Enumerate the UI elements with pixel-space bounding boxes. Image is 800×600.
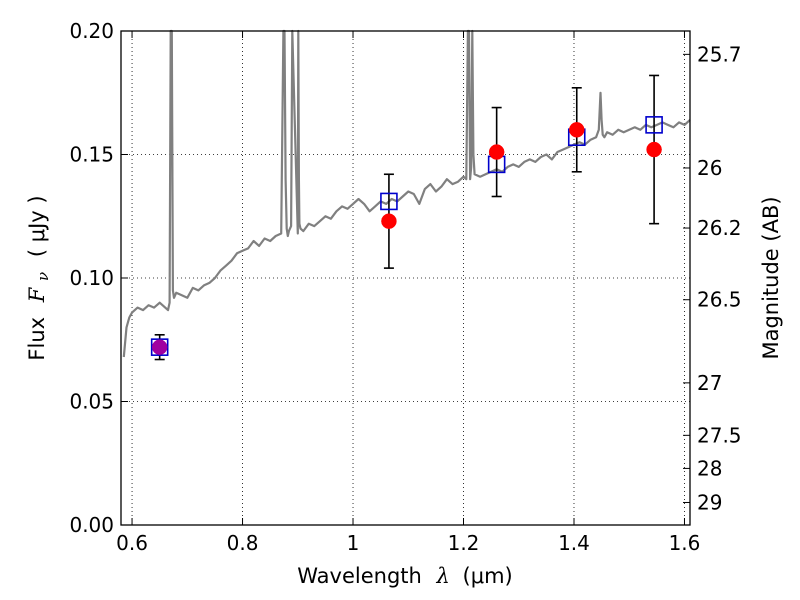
observed-point-circle [646, 141, 662, 158]
grid-lines [121, 31, 690, 525]
x-tick-label: 1.2 [448, 531, 480, 555]
observed-point-circle [381, 213, 397, 229]
magnitude-tick-label: 29 [697, 490, 722, 514]
x-tick-label: 1.4 [558, 531, 590, 555]
magnitude-axis-label: Magnitude (AB) [759, 196, 783, 359]
y-tick-label: 0.00 [69, 513, 114, 537]
x-tick-label: 0.6 [116, 531, 148, 555]
magnitude-axis-ticks: 25.7 26 26.2 26.5 27 27.5 28 29 [683, 42, 742, 514]
magnitude-tick-label: 26 [697, 156, 722, 180]
model-point-square [380, 192, 398, 211]
x-axis-ticks: 0.6 0.8 1 1.2 1.4 1.6 [116, 31, 700, 555]
y-axis-label-prefix: Flux [25, 317, 49, 361]
x-tick-label: 0.8 [227, 531, 259, 555]
observed-points-layer [151, 122, 662, 355]
x-tick-label: 1 [347, 531, 360, 555]
observed-point-circle [151, 339, 168, 355]
magnitude-tick-label: 28 [697, 456, 722, 480]
observed-point-circle [569, 122, 585, 138]
x-tick-label: 1.6 [669, 531, 701, 555]
y-tick-label: 0.15 [69, 143, 114, 167]
y-axis-label: Flux F ν ( μJy ) [25, 195, 53, 360]
y-axis-ticks: 0.00 0.05 0.10 0.15 0.20 [69, 19, 128, 537]
y-tick-label: 0.05 [69, 390, 114, 414]
y-axis-label-symbol: F [25, 286, 49, 303]
model-point-square [645, 116, 663, 134]
magnitude-tick-label: 25.7 [697, 42, 742, 66]
y-axis-label-subscript: ν [34, 272, 52, 281]
y-tick-label: 0.10 [69, 266, 114, 290]
x-axis-label: Wavelength λ (μm) [297, 564, 512, 588]
model-point-square [150, 338, 169, 356]
magnitude-tick-label: 26.2 [697, 216, 742, 240]
magnitude-tick-label: 27 [697, 371, 722, 395]
y-tick-label: 0.20 [69, 19, 114, 43]
x-axis-label-text: Wavelength [297, 564, 422, 588]
y-axis-label-unit: ( μJy ) [25, 195, 49, 257]
observed-point-circle [488, 144, 505, 160]
x-axis-label-unit: (μm) [463, 564, 513, 588]
magnitude-tick-label: 27.5 [697, 423, 742, 447]
x-axis-label-symbol: λ [436, 564, 450, 588]
magnitude-tick-label: 26.5 [697, 288, 742, 312]
